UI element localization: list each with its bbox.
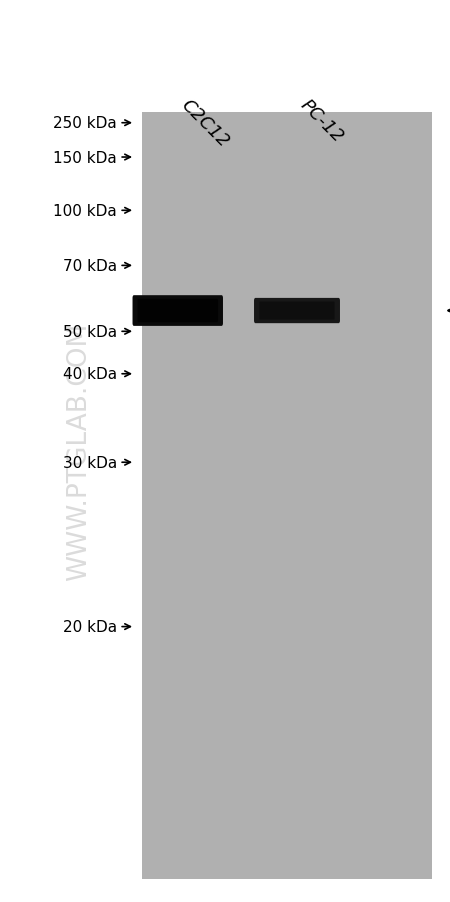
Bar (142, 113, 432, 879)
Text: 50 kDa: 50 kDa (63, 325, 117, 339)
Text: 70 kDa: 70 kDa (63, 259, 117, 273)
FancyBboxPatch shape (254, 299, 340, 324)
Text: C2C12: C2C12 (178, 96, 233, 151)
Text: 20 kDa: 20 kDa (63, 620, 117, 634)
Text: 40 kDa: 40 kDa (63, 367, 117, 382)
FancyBboxPatch shape (259, 302, 335, 320)
Text: 100 kDa: 100 kDa (53, 204, 117, 218)
Text: WWW.PTGLAB.COM: WWW.PTGLAB.COM (66, 322, 92, 580)
Text: 150 kDa: 150 kDa (53, 151, 117, 165)
Text: 30 kDa: 30 kDa (63, 456, 117, 470)
Text: 250 kDa: 250 kDa (53, 116, 117, 131)
FancyBboxPatch shape (133, 296, 223, 327)
FancyBboxPatch shape (138, 299, 218, 323)
Text: PC-12: PC-12 (297, 96, 347, 146)
